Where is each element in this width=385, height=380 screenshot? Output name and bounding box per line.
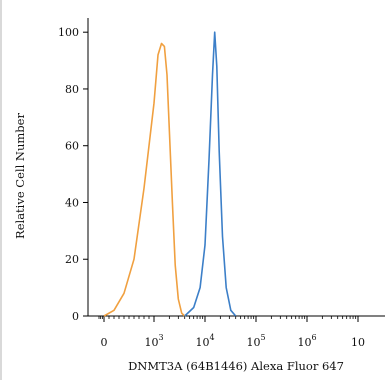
y-tick-label: 40 [65, 196, 79, 209]
x-tick-label: 0 [101, 336, 108, 349]
axis-labels: DNMT3A (64B1446) Alexa Fluor 647 Relativ… [13, 113, 344, 373]
x-tick-label: 106 [297, 333, 316, 349]
x-tick-label: 10 [351, 336, 365, 349]
y-tick-label: 60 [65, 140, 79, 153]
y-axis-label: Relative Cell Number [13, 113, 27, 239]
x-tick-label: 105 [246, 333, 265, 349]
y-tick-label: 80 [65, 83, 79, 96]
series-line-1 [103, 42, 186, 317]
y-tick-label: 0 [72, 310, 79, 323]
series-line-2 [184, 31, 237, 317]
x-tick-label: 103 [144, 333, 163, 349]
axes: 0 20 40 60 80 100 0 103 104 105 106 10 [58, 18, 385, 349]
x-axis-label: DNMT3A (64B1446) Alexa Fluor 647 [128, 359, 344, 373]
y-tick-label: 20 [65, 253, 79, 266]
series-layer [103, 31, 237, 317]
x-tick-label: 104 [195, 333, 214, 349]
y-tick-label: 100 [58, 26, 79, 39]
left-border [0, 0, 2, 380]
